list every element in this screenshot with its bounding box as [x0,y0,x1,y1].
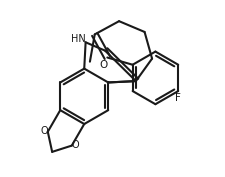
Text: F: F [175,93,180,103]
Text: O: O [71,140,78,150]
Text: HN: HN [71,34,86,44]
Text: O: O [99,60,108,70]
Text: O: O [40,126,47,136]
